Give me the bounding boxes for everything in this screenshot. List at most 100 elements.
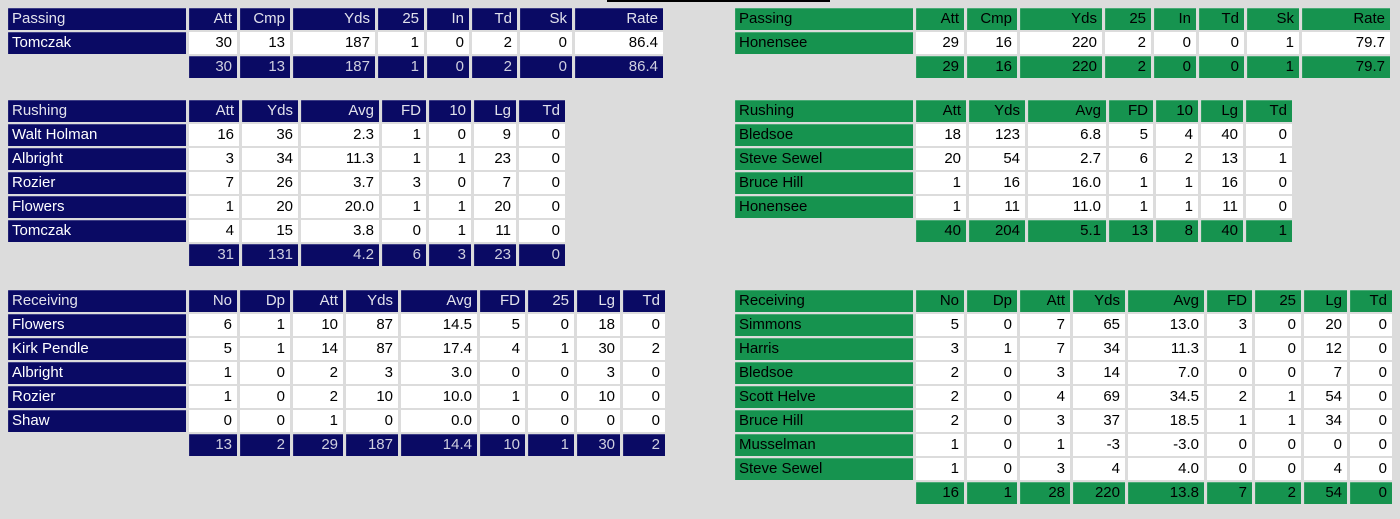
column-header: Yds [1073,290,1125,312]
stat-cell: 11.3 [301,148,379,170]
stat-cell: 1 [429,148,471,170]
player-name-cell: Bruce Hill [735,172,913,194]
stat-cell: 34 [1073,338,1125,360]
stat-cell: 0 [623,314,665,336]
total-stat-cell: 0 [1199,56,1244,78]
stat-cell: 1 [1020,434,1070,456]
stat-cell: 0 [1350,410,1392,432]
stat-cell: 1 [429,196,471,218]
column-header: 25 [1255,290,1301,312]
stat-cell: 1 [189,362,237,384]
stat-cell: 1 [528,338,574,360]
stat-cell: 14 [293,338,343,360]
player-row: Honensee 29 16 220 2 0 0 1 79.7 [735,32,1390,54]
stat-cell: 11.0 [1028,196,1106,218]
player-row: Shaw 0 0 1 0 0.0 0 0 0 0 [8,410,665,432]
stat-cell: 0 [480,410,525,432]
header-row: Receiving No Dp Att Yds Avg FD 25 Lg Td [8,290,665,312]
stat-cell: 0 [1207,434,1252,456]
player-name-cell: Steve Sewel [735,148,913,170]
column-header: 25 [1105,8,1151,30]
stat-cell: 10.0 [401,386,477,408]
stat-cell: 0 [519,172,565,194]
column-header: 10 [429,100,471,122]
stat-cell: 0 [967,434,1017,456]
stat-cell: 5 [1109,124,1153,146]
totals-row: 29 16 220 2 0 0 1 79.7 [735,56,1390,78]
stat-cell: 23 [474,148,516,170]
stat-cell: 1 [382,196,426,218]
stat-cell: 0 [1304,434,1347,456]
stat-cell: 1 [240,338,290,360]
total-stat-cell: 0 [427,56,469,78]
stat-cell: 0 [528,314,574,336]
stat-cell: 26 [242,172,298,194]
column-header: In [1154,8,1196,30]
total-stat-cell: 13 [1109,220,1153,242]
stat-cell: 11 [1201,196,1243,218]
totals-row: 16 1 28 220 13.8 7 2 54 0 [735,482,1392,504]
stat-cell: 10 [293,314,343,336]
column-header: Avg [401,290,477,312]
column-header: Att [1020,290,1070,312]
stat-cell: 0 [429,124,471,146]
stat-cell: 30 [577,338,620,360]
total-stat-cell: 0 [519,244,565,266]
player-row: Bruce Hill 1 16 16.0 1 1 16 0 [735,172,1292,194]
stat-cell: 0 [346,410,398,432]
stat-cell: 4 [480,338,525,360]
stat-cell: 0 [1246,196,1292,218]
stat-cell: 2.7 [1028,148,1106,170]
stat-cell: 0 [967,410,1017,432]
stat-cell: 2 [293,362,343,384]
table-title: Passing [8,8,186,30]
total-stat-cell: 2 [623,434,665,456]
stat-cell: 0 [1255,314,1301,336]
total-stat-cell: 13.8 [1128,482,1204,504]
total-stat-cell: 40 [916,220,966,242]
total-stat-cell: 1 [528,434,574,456]
stat-cell: 7 [1020,314,1070,336]
column-header: Avg [1028,100,1106,122]
stat-cell: 7 [1304,362,1347,384]
stat-cell: 16 [969,172,1025,194]
player-row: Tomczak 4 15 3.8 0 1 11 0 [8,220,565,242]
totals-spacer [8,434,186,456]
column-header: Td [1199,8,1244,30]
stat-cell: 1 [1109,196,1153,218]
totals-row: 40 204 5.1 13 8 40 1 [735,220,1292,242]
player-row: Honensee 1 11 11.0 1 1 11 0 [735,196,1292,218]
total-stat-cell: 13 [189,434,237,456]
stat-cell: 29 [916,32,964,54]
player-name-cell: Scott Helve [735,386,913,408]
stat-cell: 37 [1073,410,1125,432]
stat-cell: 69 [1073,386,1125,408]
stat-cell: 7.0 [1128,362,1204,384]
rushing-stats-grid: Rushing Att Yds Avg FD 10 Lg Td Bledsoe 18 123 6.8 5… [732,98,1295,244]
stat-cell: 54 [1304,386,1347,408]
column-header: Td [623,290,665,312]
player-row: Tomczak 30 13 187 1 0 2 0 86.4 [8,32,663,54]
header-row: Passing Att Cmp Yds 25 In Td Sk Rate [8,8,663,30]
stat-cell: 1 [1156,196,1198,218]
stat-cell: 0 [519,124,565,146]
total-stat-cell: 2 [240,434,290,456]
stat-cell: 9 [474,124,516,146]
total-stat-cell: 16 [916,482,964,504]
player-name-cell: Rozier [8,172,186,194]
totals-row: 13 2 29 187 14.4 10 1 30 2 [8,434,665,456]
table-title: Passing [735,8,913,30]
stat-cell: 0 [429,172,471,194]
column-header: Yds [969,100,1025,122]
total-stat-cell: 3 [429,244,471,266]
total-stat-cell: 23 [474,244,516,266]
player-row: Albright 3 34 11.3 1 1 23 0 [8,148,565,170]
stat-cell: -3.0 [1128,434,1204,456]
stat-cell: 7 [1020,338,1070,360]
stat-cell: 0 [427,32,469,54]
passing-stats-grid: Passing Att Cmp Yds 25 In Td Sk Rate Tomczak 30 13 1… [5,6,666,80]
total-stat-cell: 1 [1246,220,1292,242]
header-row: Receiving No Dp Att Yds Avg FD 25 Lg Td [735,290,1392,312]
header-row: Rushing Att Yds Avg FD 10 Lg Td [8,100,565,122]
stat-cell: 10 [577,386,620,408]
